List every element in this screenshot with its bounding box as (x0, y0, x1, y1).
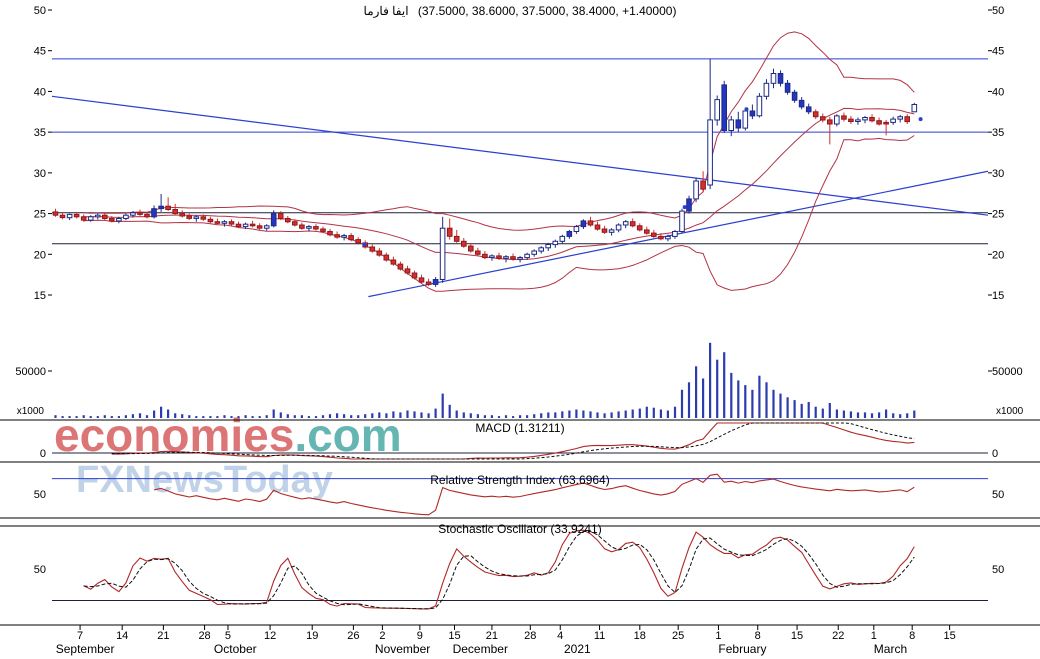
svg-text:50000: 50000 (15, 366, 46, 378)
svg-text:50: 50 (34, 564, 46, 576)
svg-text:October: October (214, 642, 257, 656)
svg-text:50: 50 (992, 564, 1004, 576)
rsi-panel (52, 473, 988, 516)
svg-text:50000: 50000 (992, 366, 1023, 378)
svg-text:15: 15 (448, 630, 460, 642)
svg-text:35: 35 (34, 127, 46, 139)
svg-text:30: 30 (34, 168, 46, 180)
svg-text:50: 50 (34, 489, 46, 501)
svg-text:0: 0 (40, 448, 46, 460)
stochastic-panel (52, 529, 988, 610)
price-gridlines (52, 58, 988, 245)
svg-text:2021: 2021 (564, 642, 591, 656)
svg-text:25: 25 (992, 209, 1004, 221)
svg-text:8: 8 (909, 630, 915, 642)
svg-text:8: 8 (755, 630, 761, 642)
watermark-fxnewstoday: FXNewsToday (76, 459, 333, 501)
svg-text:12: 12 (264, 630, 276, 642)
x-axis: 7 14 21 28 5 12 19 26 2 9 15 21 28 4 11 18 25 1 8 15 22 1 8 15S… (56, 625, 956, 656)
svg-text:21: 21 (157, 630, 169, 642)
svg-text:21: 21 (486, 630, 498, 642)
svg-text:26: 26 (347, 630, 359, 642)
macd-panel (52, 422, 988, 460)
svg-text:28: 28 (524, 630, 536, 642)
candlestick-series (52, 58, 918, 287)
svg-text:15: 15 (791, 630, 803, 642)
svg-text:50: 50 (34, 5, 46, 17)
svg-text:25: 25 (672, 630, 684, 642)
panel-borders (0, 419, 1040, 626)
svg-text:15: 15 (992, 290, 1004, 302)
svg-text:14: 14 (116, 630, 128, 642)
svg-text:2: 2 (379, 630, 385, 642)
svg-text:November: November (375, 642, 430, 656)
svg-text:40: 40 (34, 86, 46, 98)
svg-text:March: March (874, 642, 907, 656)
svg-text:30: 30 (992, 168, 1004, 180)
svg-text:February: February (718, 642, 766, 656)
svg-text:45: 45 (34, 46, 46, 58)
svg-text:20: 20 (34, 249, 46, 261)
svg-text:25: 25 (34, 209, 46, 221)
svg-text:9: 9 (417, 630, 423, 642)
svg-text:19: 19 (306, 630, 318, 642)
svg-text:20: 20 (992, 249, 1004, 261)
svg-text:15: 15 (34, 290, 46, 302)
svg-text:11: 11 (594, 630, 605, 642)
svg-text:28: 28 (198, 630, 210, 642)
svg-text:0: 0 (992, 448, 998, 460)
volume-bars (54, 342, 916, 418)
svg-text:18: 18 (634, 630, 646, 642)
svg-text:1: 1 (715, 630, 721, 642)
trendlines (51, 95, 989, 298)
svg-text:35: 35 (992, 127, 1004, 139)
svg-text:7: 7 (77, 630, 83, 642)
svg-text:5: 5 (225, 630, 231, 642)
svg-text:22: 22 (832, 630, 844, 642)
svg-text:x1000: x1000 (996, 406, 1024, 417)
svg-text:4: 4 (557, 630, 563, 642)
svg-text:40: 40 (992, 86, 1004, 98)
svg-text:x1000: x1000 (17, 406, 45, 417)
svg-text:September: September (56, 642, 115, 656)
svg-text:15: 15 (943, 630, 955, 642)
sar-markers (362, 107, 923, 247)
svg-text:50: 50 (992, 489, 1004, 501)
svg-text:45: 45 (992, 46, 1004, 58)
svg-text:50: 50 (992, 5, 1004, 17)
bollinger-bands (83, 31, 915, 292)
svg-text:1: 1 (871, 630, 877, 642)
svg-text:December: December (453, 642, 508, 656)
